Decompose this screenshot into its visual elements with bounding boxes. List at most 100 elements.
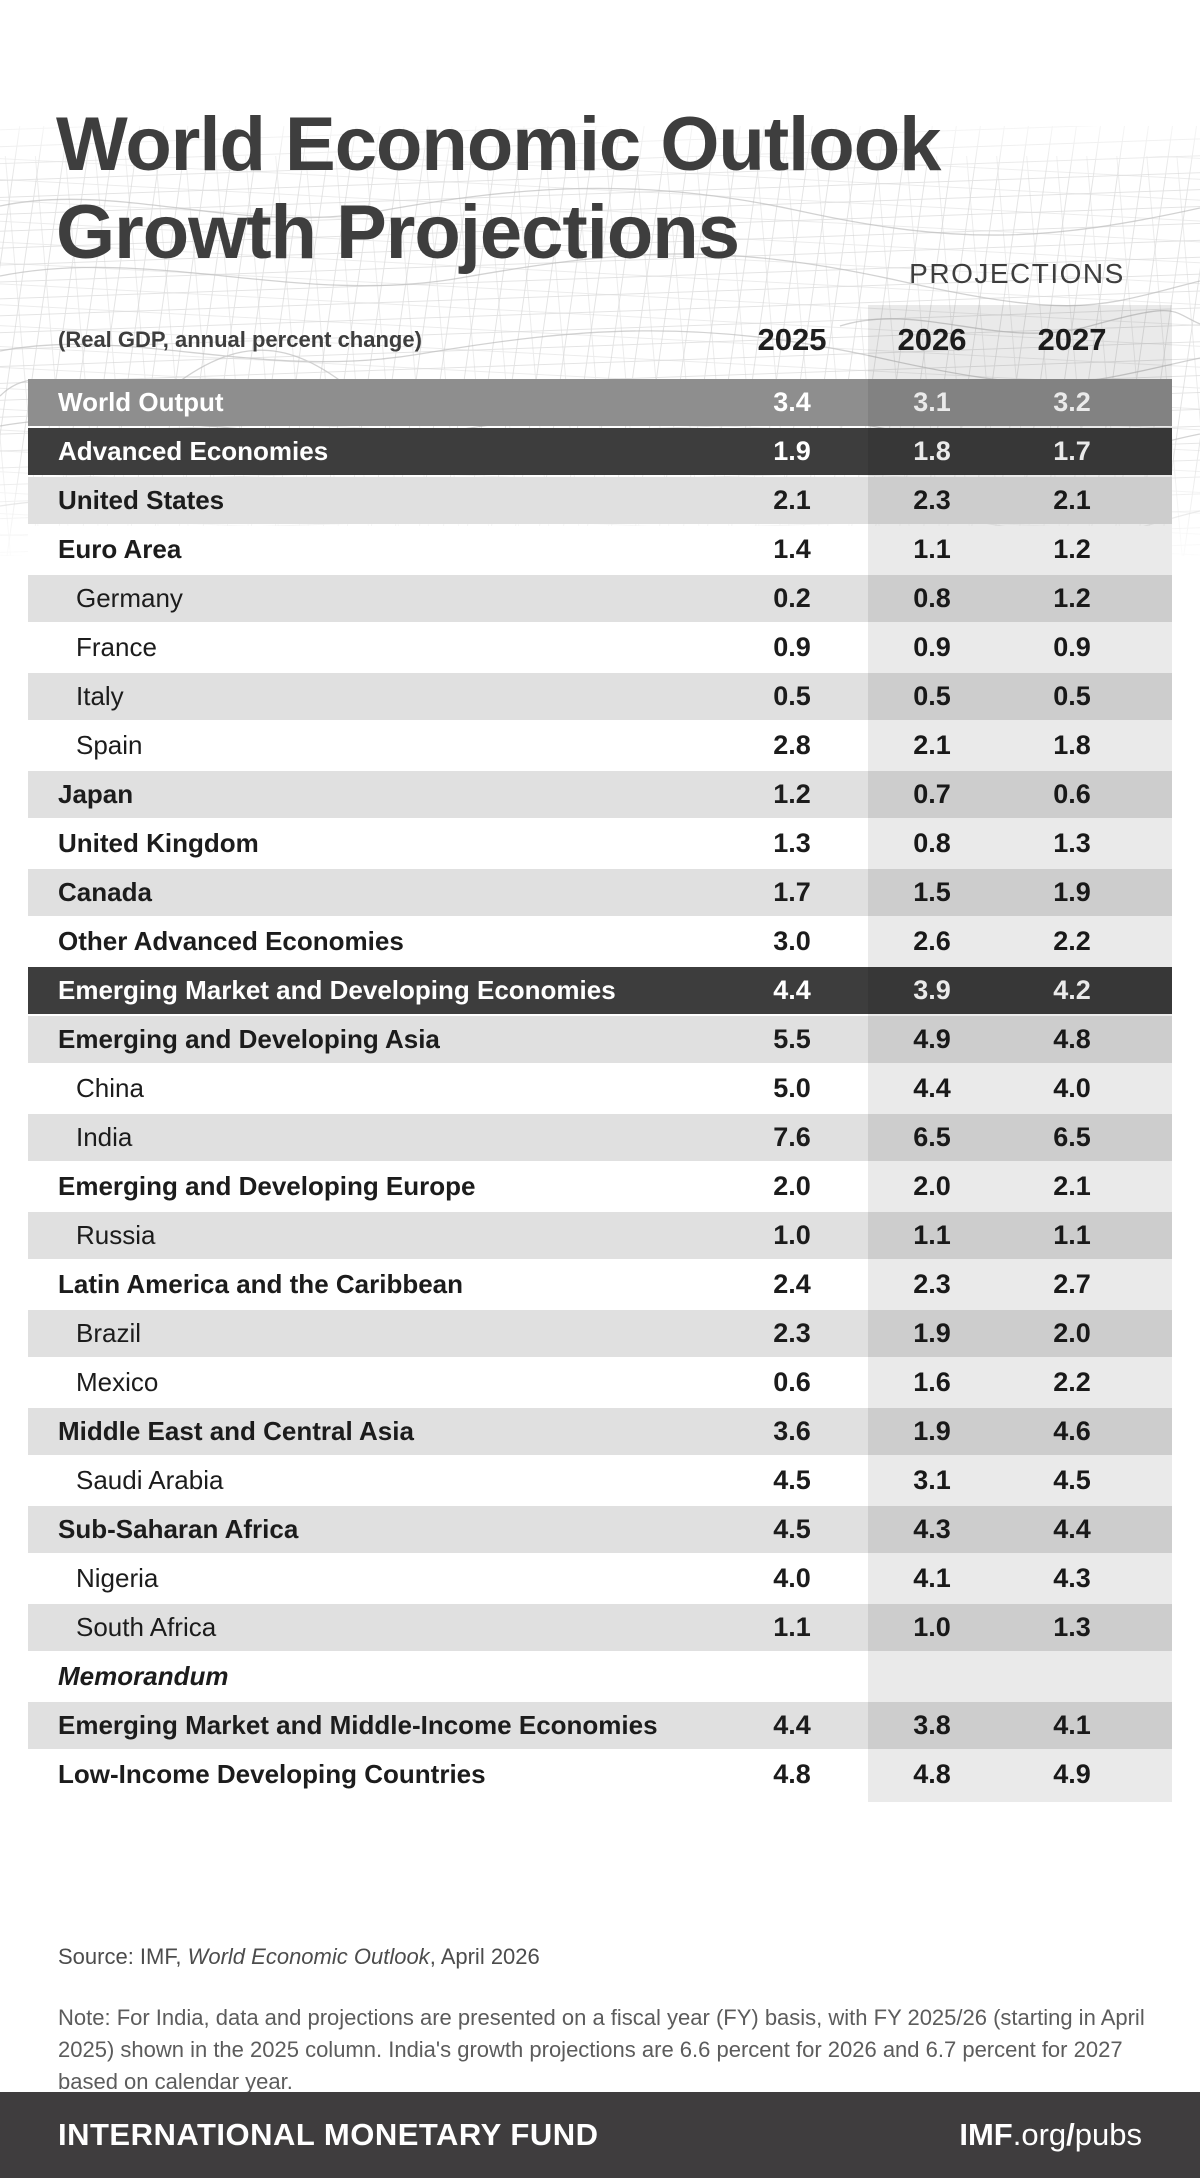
row-value-2026: 0.9 bbox=[913, 632, 951, 662]
table-row: Low-Income Developing Countries 4.8 4.8 4.9 bbox=[28, 1751, 1172, 1798]
row-value-2025: 1.0 bbox=[773, 1220, 811, 1250]
imf-org-name: INTERNATIONAL MONETARY FUND bbox=[58, 2117, 599, 2152]
row-value-2027: 6.5 bbox=[1053, 1122, 1091, 1152]
row-value-2025: 4.8 bbox=[773, 1759, 811, 1789]
row-value-2027: 1.2 bbox=[1053, 583, 1091, 613]
row-value-2025: 2.1 bbox=[773, 485, 811, 515]
row-value-2027: 1.3 bbox=[1053, 1612, 1091, 1642]
row-label: Emerging Market and Developing Economies bbox=[58, 975, 616, 1005]
row-value-2027: 3.2 bbox=[1053, 387, 1091, 417]
source-suffix: , April 2026 bbox=[429, 1944, 540, 1969]
row-value-2026: 4.9 bbox=[913, 1024, 951, 1054]
row-value-2025: 5.5 bbox=[773, 1024, 811, 1054]
row-value-2026: 1.9 bbox=[913, 1318, 951, 1348]
row-value-2026: 1.9 bbox=[913, 1416, 951, 1446]
row-value-2027: 4.5 bbox=[1053, 1465, 1091, 1495]
row-value-2027: 4.3 bbox=[1053, 1563, 1091, 1593]
url-org: .org bbox=[1012, 2117, 1067, 2152]
row-label: China bbox=[76, 1073, 144, 1103]
row-value-2027: 2.2 bbox=[1053, 1367, 1091, 1397]
row-value-2026: 2.0 bbox=[913, 1171, 951, 1201]
imf-pubs-url: IMF.org/pubs bbox=[959, 2117, 1142, 2153]
row-label: Spain bbox=[76, 730, 143, 760]
row-value-2026: 4.3 bbox=[913, 1514, 951, 1544]
row-label: Middle East and Central Asia bbox=[58, 1416, 414, 1446]
row-value-2026: 2.6 bbox=[913, 926, 951, 956]
row-value-2026: 3.1 bbox=[913, 387, 951, 417]
row-value-2027: 2.0 bbox=[1053, 1318, 1091, 1348]
row-value-2026: 4.8 bbox=[913, 1759, 951, 1789]
row-value-2025: 1.2 bbox=[773, 779, 811, 809]
row-value-2025: 7.6 bbox=[773, 1122, 811, 1152]
row-value-2026: 1.8 bbox=[913, 436, 951, 466]
row-value-2025: 3.6 bbox=[773, 1416, 811, 1446]
table-row: United Kingdom 1.3 0.8 1.3 bbox=[28, 820, 1172, 867]
row-value-2025: 2.0 bbox=[773, 1171, 811, 1201]
row-label: Canada bbox=[58, 877, 152, 907]
year-header-2025: 2025 bbox=[757, 322, 827, 357]
table-row: Euro Area 1.4 1.1 1.2 bbox=[28, 526, 1172, 573]
table-row: Japan 1.2 0.7 0.6 bbox=[28, 771, 1172, 818]
row-value-2026: 4.1 bbox=[913, 1563, 951, 1593]
row-label: Latin America and the Caribbean bbox=[58, 1269, 464, 1299]
row-value-2027: 4.6 bbox=[1053, 1416, 1091, 1446]
table-row: Mexico 0.6 1.6 2.2 bbox=[28, 1359, 1172, 1406]
table-row: United States 2.1 2.3 2.1 bbox=[28, 477, 1172, 524]
table-body: World Output 3.4 3.1 3.2 Advanced Economies 1… bbox=[28, 379, 1172, 1800]
table-row: Emerging and Developing Europe 2.0 2.0 2.1 bbox=[28, 1163, 1172, 1210]
row-value-2026: 0.8 bbox=[913, 828, 951, 858]
row-label: United Kingdom bbox=[58, 828, 259, 858]
row-value-2026: 3.8 bbox=[913, 1710, 951, 1740]
row-label: Russia bbox=[76, 1220, 156, 1250]
row-label: Italy bbox=[76, 681, 124, 711]
projections-column-group-label: PROJECTIONS bbox=[909, 258, 1125, 289]
row-value-2025: 4.4 bbox=[773, 975, 811, 1005]
table-row: Brazil 2.3 1.9 2.0 bbox=[28, 1310, 1172, 1357]
row-value-2027: 4.0 bbox=[1053, 1073, 1091, 1103]
url-imf: IMF bbox=[959, 2117, 1013, 2152]
row-value-2025: 1.7 bbox=[773, 877, 811, 907]
row-label: Advanced Economies bbox=[58, 436, 329, 466]
row-value-2025: 4.5 bbox=[773, 1514, 811, 1544]
table-row: Memorandum bbox=[28, 1653, 1172, 1700]
table-row: Nigeria 4.0 4.1 4.3 bbox=[28, 1555, 1172, 1602]
row-value-2026: 1.5 bbox=[913, 877, 951, 907]
row-value-2025: 3.0 bbox=[773, 926, 811, 956]
source-line: Source: IMF, World Economic Outlook, Apr… bbox=[58, 1944, 540, 1970]
row-value-2027: 0.9 bbox=[1053, 632, 1091, 662]
table-row: Germany 0.2 0.8 1.2 bbox=[28, 575, 1172, 622]
table-row: South Africa 1.1 1.0 1.3 bbox=[28, 1604, 1172, 1651]
row-label: Germany bbox=[76, 583, 183, 613]
row-value-2025: 0.2 bbox=[773, 583, 811, 613]
row-value-2026: 3.9 bbox=[913, 975, 951, 1005]
row-label: World Output bbox=[58, 387, 224, 417]
row-value-2027: 1.2 bbox=[1053, 534, 1091, 564]
row-label: Euro Area bbox=[58, 534, 182, 564]
page-title: World Economic Outlook Growth Projection… bbox=[56, 101, 941, 277]
row-value-2026: 0.7 bbox=[913, 779, 951, 809]
row-value-2027: 1.3 bbox=[1053, 828, 1091, 858]
row-value-2025: 2.8 bbox=[773, 730, 811, 760]
source-publication: World Economic Outlook bbox=[187, 1944, 430, 1969]
table-row: China 5.0 4.4 4.0 bbox=[28, 1065, 1172, 1112]
row-value-2027: 1.1 bbox=[1053, 1220, 1091, 1250]
table-row: Saudi Arabia 4.5 3.1 4.5 bbox=[28, 1457, 1172, 1504]
row-label: Nigeria bbox=[76, 1563, 159, 1593]
row-value-2025: 0.5 bbox=[773, 681, 811, 711]
row-label: Emerging and Developing Europe bbox=[58, 1171, 476, 1201]
row-value-2027: 0.6 bbox=[1053, 779, 1091, 809]
table-row: Russia 1.0 1.1 1.1 bbox=[28, 1212, 1172, 1259]
row-value-2027: 0.5 bbox=[1053, 681, 1091, 711]
table-row: Advanced Economies 1.9 1.8 1.7 bbox=[28, 428, 1172, 475]
column-header-row: (Real GDP, annual percent change) 2025 2… bbox=[28, 312, 1172, 368]
table-row: Spain 2.8 2.1 1.8 bbox=[28, 722, 1172, 769]
row-label: Emerging and Developing Asia bbox=[58, 1024, 440, 1054]
row-label: Japan bbox=[58, 779, 134, 809]
row-value-2027: 4.8 bbox=[1053, 1024, 1091, 1054]
row-value-2027: 4.9 bbox=[1053, 1759, 1091, 1789]
row-label: Sub-Saharan Africa bbox=[58, 1514, 299, 1544]
row-value-2026: 3.1 bbox=[913, 1465, 951, 1495]
row-label: Other Advanced Economies bbox=[58, 926, 404, 956]
row-value-2027: 2.2 bbox=[1053, 926, 1091, 956]
